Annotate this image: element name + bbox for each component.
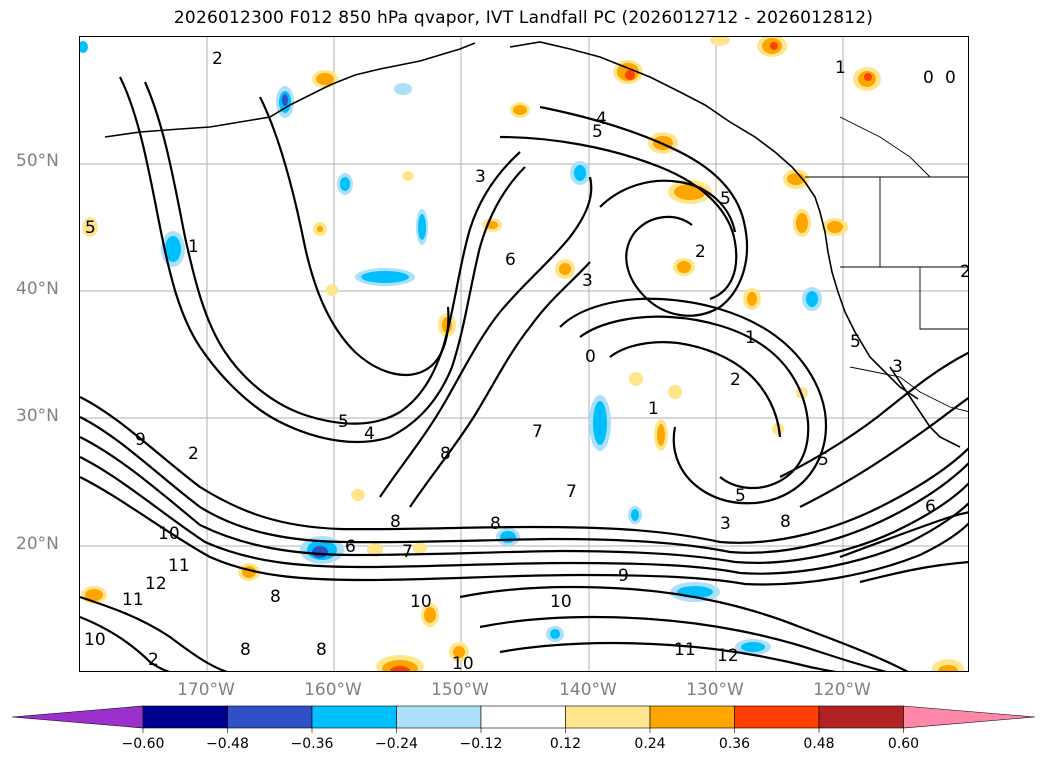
- svg-text:8: 8: [490, 514, 501, 534]
- colorbar-segment: [480, 705, 566, 729]
- svg-text:3: 3: [892, 357, 903, 377]
- svg-text:7: 7: [532, 422, 543, 442]
- colorbar-tick-label: −0.48: [206, 736, 249, 752]
- svg-text:10: 10: [84, 630, 106, 650]
- lat-label-50n: 50°N: [16, 151, 59, 171]
- svg-text:1: 1: [188, 237, 199, 257]
- colorbar-tick-label: 0.36: [718, 736, 751, 752]
- svg-text:4: 4: [596, 109, 607, 129]
- coastlines: [104, 41, 961, 448]
- svg-text:5: 5: [338, 412, 349, 432]
- svg-text:0: 0: [923, 68, 934, 88]
- ivt-contours: [80, 76, 968, 671]
- lon-label-130w: 130°W: [686, 680, 744, 700]
- svg-text:6: 6: [505, 250, 516, 270]
- svg-text:5: 5: [592, 122, 603, 142]
- svg-text:11: 11: [122, 590, 144, 610]
- svg-text:12: 12: [717, 646, 739, 666]
- svg-text:3: 3: [475, 167, 486, 187]
- colorbar-extend-low: [11, 705, 144, 729]
- svg-text:0: 0: [945, 68, 956, 88]
- lat-label-20n: 20°N: [16, 534, 59, 554]
- svg-text:8: 8: [440, 444, 451, 464]
- svg-text:3: 3: [582, 271, 593, 291]
- svg-text:2: 2: [188, 444, 199, 464]
- svg-text:2: 2: [148, 650, 159, 670]
- colorbar-segment: [734, 705, 820, 729]
- svg-text:10: 10: [452, 654, 474, 672]
- colorbar-tick-label: −0.12: [459, 736, 503, 752]
- svg-text:5: 5: [85, 218, 96, 238]
- svg-text:1: 1: [745, 328, 756, 348]
- svg-text:12: 12: [145, 574, 167, 594]
- svg-text:5: 5: [818, 450, 829, 470]
- political-borders: [805, 116, 968, 412]
- lon-label-140w: 140°W: [559, 680, 617, 700]
- colorbar-tick-label: 0.60: [887, 736, 920, 752]
- svg-text:8: 8: [390, 512, 401, 532]
- svg-text:11: 11: [674, 640, 696, 660]
- svg-text:2: 2: [212, 49, 223, 69]
- colorbar-tick-label: −0.60: [121, 736, 165, 752]
- chart-title: 2026012300 F012 850 hPa qvapor, IVT Land…: [173, 8, 874, 28]
- svg-text:10: 10: [158, 524, 180, 544]
- colorbar-segment: [565, 705, 651, 729]
- map-panel: 2 3 1 4 5 6 3 2 1 2 1 0 1 0 0 5 5 4 8 7 …: [79, 36, 969, 672]
- colorbar-segment: [396, 705, 482, 729]
- lat-label-40n: 40°N: [16, 279, 59, 299]
- svg-text:10: 10: [410, 592, 432, 612]
- svg-text:5: 5: [850, 332, 861, 352]
- svg-text:0: 0: [585, 347, 596, 367]
- svg-text:2: 2: [695, 242, 706, 262]
- svg-text:8: 8: [270, 587, 281, 607]
- colorbar-segment: [142, 705, 228, 729]
- map-svg: 2 3 1 4 5 6 3 2 1 2 1 0 1 0 0 5 5 4 8 7 …: [80, 37, 969, 672]
- svg-text:2: 2: [730, 370, 741, 390]
- svg-text:10: 10: [550, 592, 572, 612]
- lat-label-30n: 30°N: [16, 406, 59, 426]
- svg-text:7: 7: [402, 542, 413, 562]
- colorbar-segment: [649, 705, 735, 729]
- svg-text:8: 8: [316, 640, 327, 660]
- lon-label-170w: 170°W: [177, 680, 235, 700]
- svg-text:2: 2: [960, 262, 969, 282]
- colorbar-tick-label: 0.12: [549, 736, 582, 752]
- svg-text:5: 5: [720, 189, 731, 209]
- svg-text:8: 8: [780, 512, 791, 532]
- svg-text:9: 9: [135, 430, 146, 450]
- svg-text:1: 1: [648, 399, 659, 419]
- colorbar-tick-label: 0.24: [634, 736, 666, 752]
- svg-text:8: 8: [240, 640, 251, 660]
- colorbar-tick-label: 0.48: [803, 736, 835, 752]
- colorbar-segment: [311, 705, 397, 729]
- lon-label-150w: 150°W: [431, 680, 489, 700]
- colorbar: [11, 705, 1036, 733]
- svg-text:7: 7: [566, 482, 577, 502]
- svg-text:9: 9: [618, 566, 629, 586]
- colorbar-segment: [227, 705, 313, 729]
- svg-text:3: 3: [720, 514, 731, 534]
- lon-label-160w: 160°W: [304, 680, 362, 700]
- colorbar-tick-label: −0.24: [375, 736, 418, 752]
- svg-text:4: 4: [364, 424, 375, 444]
- svg-text:6: 6: [925, 497, 936, 517]
- svg-text:1: 1: [835, 58, 846, 78]
- lon-label-120w: 120°W: [813, 680, 871, 700]
- svg-text:11: 11: [168, 556, 190, 576]
- contour-labels: 2 3 1 4 5 6 3 2 1 2 1 0 1 0 0 5 5 4 8 7 …: [84, 49, 969, 672]
- svg-text:5: 5: [735, 486, 746, 506]
- colorbar-tick-label: −0.36: [290, 736, 334, 752]
- svg-text:6: 6: [345, 537, 356, 557]
- colorbar-segment: [818, 705, 904, 729]
- graticule: [80, 37, 968, 671]
- colorbar-extend-high: [903, 705, 1036, 729]
